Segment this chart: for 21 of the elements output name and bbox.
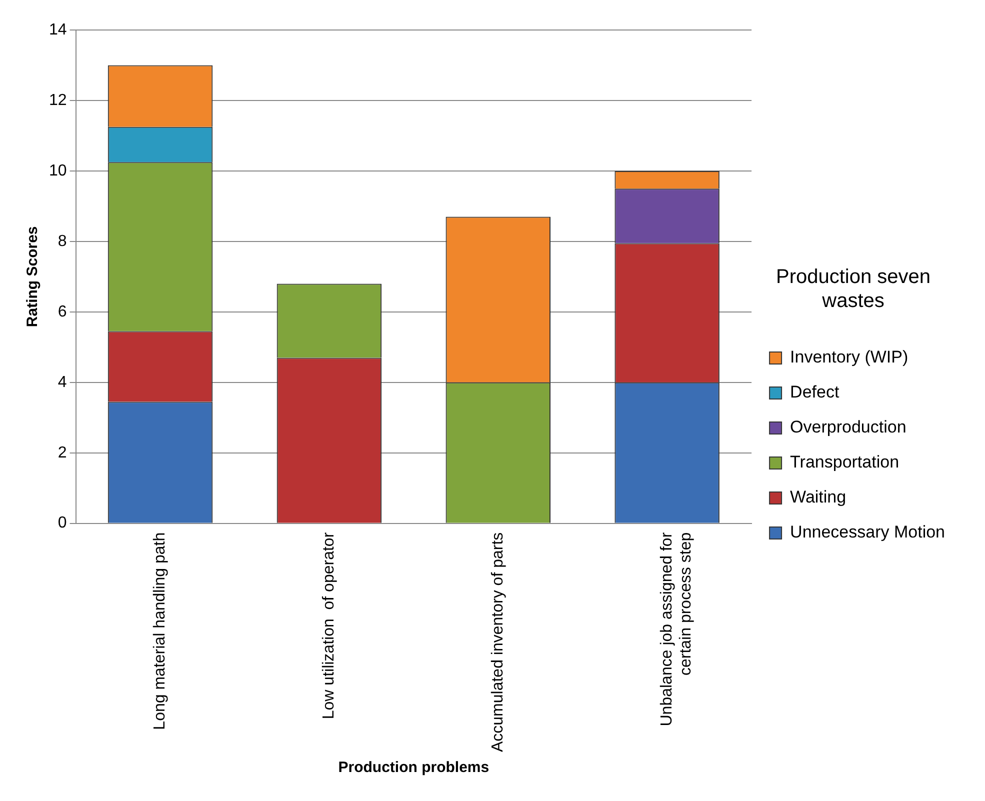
x-tick-label: Low utilization of operator: [320, 532, 338, 720]
x-tick-label: Long material handling path: [152, 532, 169, 730]
legend-label: Transportation: [790, 452, 900, 472]
legend-title: Production seven wastes: [776, 266, 931, 312]
x-axis-title: Production problems: [338, 759, 490, 776]
y-axis-title: Rating Scores: [24, 226, 42, 328]
y-tick-label: 8: [58, 232, 67, 250]
legend-label: Inventory (WIP): [790, 348, 908, 367]
legend-label: Overproduction: [790, 418, 906, 437]
y-tick-label: 2: [58, 444, 67, 462]
y-tick-label: 10: [49, 162, 67, 180]
x-tick-label: Accumulated inventory of parts: [490, 532, 507, 752]
x-tick-label: Unbalance job assigned for certain process step: [658, 532, 695, 726]
legend-label: Unnecessary Motion: [790, 522, 946, 542]
y-tick-label: 14: [49, 21, 67, 38]
y-tick-label: 6: [58, 303, 67, 320]
y-tick-label: 4: [58, 374, 67, 391]
y-tick-label: 0: [58, 514, 67, 532]
legend-label: Waiting: [790, 488, 846, 507]
y-tick-label: 12: [49, 92, 67, 109]
legend-label: Defect: [790, 382, 840, 402]
